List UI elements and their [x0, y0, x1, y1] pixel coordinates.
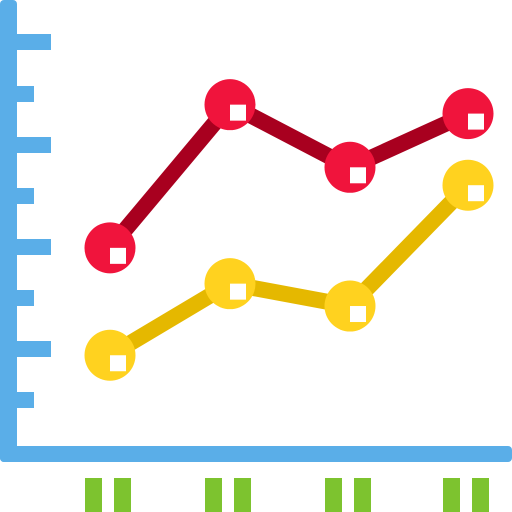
y-tick-mark	[10, 239, 51, 255]
x-tick-mark	[443, 478, 460, 512]
data-point-highlight	[350, 306, 366, 323]
series-2	[84, 159, 494, 381]
data-point-highlight	[110, 247, 126, 264]
x-tick-mark	[114, 478, 131, 512]
x-tick-mark	[354, 478, 371, 512]
y-tick-mark	[10, 137, 51, 153]
data-point-highlight	[230, 104, 246, 121]
series-1	[84, 79, 494, 274]
x-axis-line	[0, 446, 512, 462]
y-tick-mark	[10, 34, 51, 50]
y-tick-mark	[10, 341, 51, 357]
data-point-highlight	[468, 185, 484, 202]
x-tick-mark	[234, 478, 251, 512]
data-point-highlight	[350, 167, 366, 184]
data-point-highlight	[468, 113, 484, 130]
data-point-highlight	[230, 283, 246, 300]
x-tick-mark	[205, 478, 222, 512]
data-point-highlight	[110, 355, 126, 372]
series-line	[105, 179, 474, 363]
x-tick-mark	[85, 478, 102, 512]
y-axis-line	[0, 0, 17, 462]
series-layer	[84, 79, 494, 381]
x-axis-tick-marks	[85, 478, 489, 512]
data-point	[204, 79, 256, 131]
x-tick-mark	[472, 478, 489, 512]
series-line	[103, 94, 472, 253]
x-tick-mark	[325, 478, 342, 512]
